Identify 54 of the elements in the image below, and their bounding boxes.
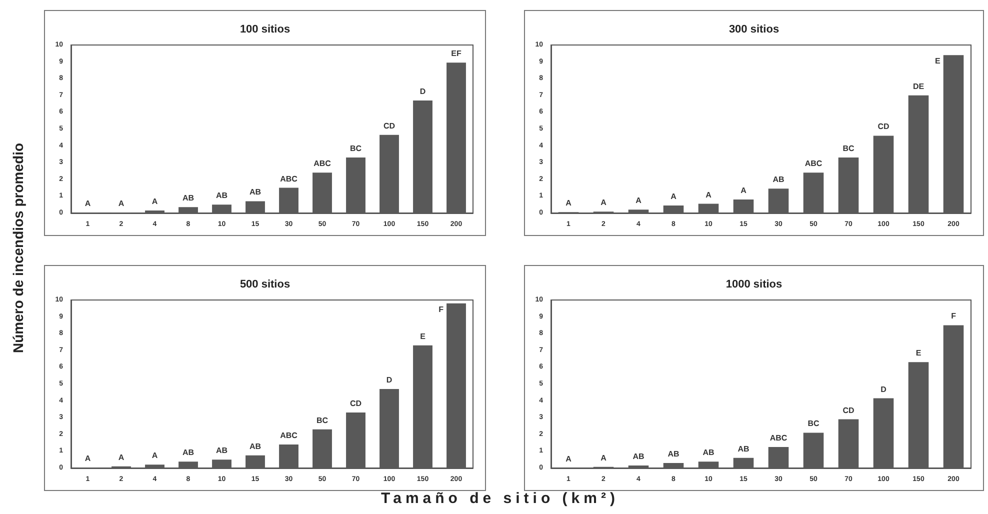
data-label: ABC bbox=[280, 174, 298, 184]
data-label: ABC bbox=[314, 159, 332, 168]
data-label: BC bbox=[316, 416, 328, 425]
chart-title: 300 sitios bbox=[728, 24, 780, 36]
data-label: CD bbox=[383, 121, 396, 130]
data-label: A bbox=[152, 196, 158, 206]
data-label: A bbox=[740, 186, 747, 196]
data-label: CD bbox=[842, 406, 854, 415]
data-label: A bbox=[600, 453, 607, 462]
data-label: AB bbox=[249, 442, 262, 451]
data-label: E bbox=[935, 56, 942, 66]
data-label: ABC bbox=[770, 434, 788, 442]
data-label: A bbox=[706, 190, 712, 200]
data-label: A bbox=[566, 454, 572, 464]
data-label: AB bbox=[216, 446, 228, 456]
data-label: AB bbox=[249, 188, 262, 197]
data-label: D bbox=[880, 384, 887, 394]
data-label: F bbox=[438, 304, 444, 314]
data-label: A bbox=[152, 451, 158, 460]
data-label: AB bbox=[216, 191, 228, 200]
chart-title: 100 sitios bbox=[240, 24, 290, 36]
data-label: AB bbox=[702, 448, 714, 458]
data-label: BC bbox=[808, 419, 820, 428]
data-label: AB bbox=[668, 449, 680, 458]
data-label: E bbox=[420, 332, 426, 341]
data-label: A bbox=[118, 198, 124, 208]
data-label: D bbox=[386, 376, 392, 385]
data-label: A bbox=[566, 198, 572, 208]
data-label: ABC bbox=[804, 159, 822, 168]
data-label: F bbox=[951, 312, 956, 321]
data-label: AB bbox=[632, 452, 644, 461]
data-label: EF bbox=[451, 49, 462, 58]
data-label: ABC bbox=[280, 430, 298, 440]
data-label: AB bbox=[738, 444, 750, 454]
data-label: A bbox=[118, 452, 124, 462]
data-label: A bbox=[600, 198, 607, 208]
data-label: AB bbox=[182, 448, 194, 458]
data-label: AB bbox=[772, 175, 784, 184]
chart-title: 1000 sitios bbox=[726, 278, 782, 290]
data-label: CD bbox=[350, 399, 362, 408]
data-label: E bbox=[916, 348, 922, 358]
data-label: AB bbox=[182, 194, 194, 203]
data-label: A bbox=[636, 196, 642, 206]
data-label: DE bbox=[912, 82, 925, 91]
data-label: A bbox=[84, 454, 91, 463]
y-axis-title: Número de incendios promedio bbox=[10, 142, 26, 356]
data-label: CD bbox=[878, 122, 890, 132]
data-label: A bbox=[670, 192, 677, 201]
chart-title: 500 sitios bbox=[240, 278, 290, 290]
data-label: BC bbox=[842, 144, 854, 154]
data-label: D bbox=[420, 86, 426, 96]
data-label: A bbox=[84, 199, 91, 208]
x-axis-title: Tamaño de sitio (km²) bbox=[380, 490, 620, 507]
data-label: BC bbox=[350, 144, 362, 154]
